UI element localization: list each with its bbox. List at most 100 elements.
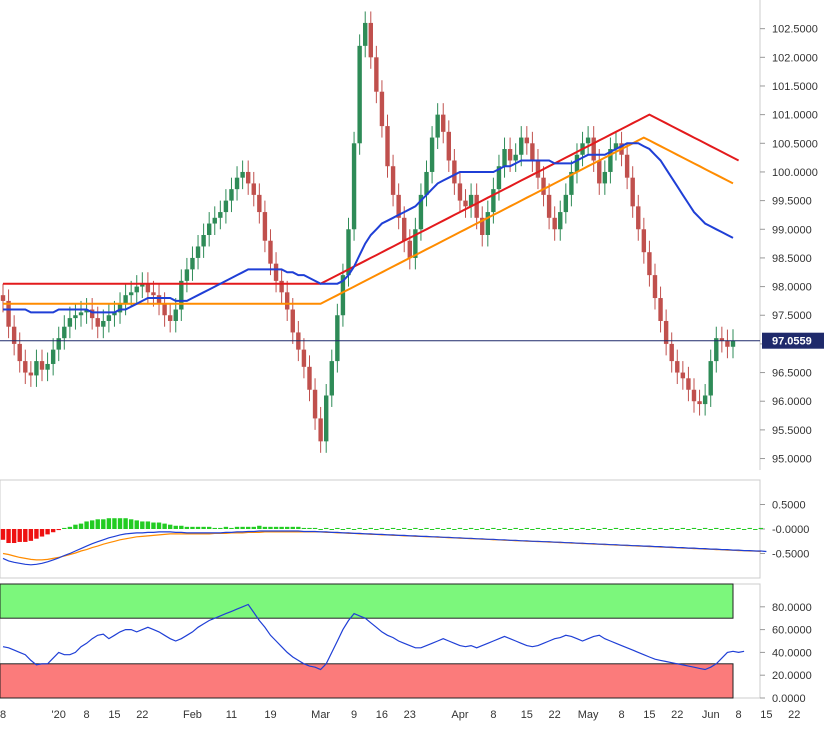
macd-histogram-bar [184, 526, 190, 529]
macd-histogram-bar [173, 525, 178, 529]
candle-body [357, 45, 362, 144]
candle-body [702, 395, 708, 405]
macd-histogram-bar [290, 526, 295, 529]
macd-histogram-bar [251, 526, 256, 529]
candle-body [480, 217, 485, 235]
candle-body [563, 194, 569, 213]
candle-body [128, 292, 134, 296]
candle-body [390, 166, 396, 195]
candle-body [725, 341, 730, 347]
macd-histogram-bar [279, 526, 284, 529]
price-tick-label: 102.0000 [772, 52, 818, 64]
candle-body [558, 212, 563, 230]
candle-body [156, 295, 162, 304]
candle-body [95, 318, 100, 327]
candle-body [50, 349, 56, 364]
macd-histogram-bar [496, 529, 502, 530]
macd-histogram-bar [435, 527, 440, 529]
macd-histogram-bar [569, 527, 574, 529]
macd-histogram-bar [491, 527, 496, 529]
macd-histogram-bar [134, 520, 139, 529]
macd-histogram-bar [680, 527, 686, 529]
candle-body [686, 378, 691, 390]
candle-body [608, 149, 613, 172]
macd-histogram-bar [636, 527, 641, 529]
x-tick-label: 15 [521, 709, 533, 721]
candle-body [268, 240, 273, 264]
macd-histogram-bar [485, 529, 491, 530]
candle-body [307, 366, 312, 390]
candle-body [179, 280, 184, 310]
macd-histogram-bar [686, 529, 691, 530]
x-tick-label: Mar [311, 709, 330, 721]
macd-histogram-bar [62, 527, 67, 529]
candle-body [240, 171, 245, 178]
macd-histogram-bar [363, 529, 368, 530]
macd-histogram-bar [753, 529, 758, 530]
candle-body [134, 286, 139, 293]
macd-histogram-bar [747, 527, 752, 529]
macd-histogram-bar [156, 522, 162, 529]
macd-histogram-bar [335, 527, 340, 529]
macd-histogram-bar [318, 529, 323, 530]
macd-histogram-bar [736, 527, 741, 529]
candle-body [513, 154, 518, 161]
candle-body [524, 137, 530, 144]
x-tick-label: 15 [643, 709, 655, 721]
macd-histogram-bar [240, 526, 245, 529]
macd-histogram-bar [396, 529, 401, 530]
x-tick-label: 16 [376, 709, 388, 721]
candle-body [162, 303, 167, 316]
macd-histogram-bar [151, 522, 156, 529]
macd-histogram-bar [195, 526, 201, 529]
macd-histogram-bar [390, 527, 396, 529]
candle-body [73, 315, 78, 319]
candle-body [312, 389, 318, 419]
candle-body [318, 418, 323, 442]
macd-histogram-bar [268, 526, 273, 529]
macd-histogram-bar [106, 518, 112, 529]
x-tick-label: 15 [760, 709, 772, 721]
macd-histogram-bar [201, 526, 206, 529]
macd-histogram-bar [446, 527, 452, 529]
candle-body [284, 292, 290, 310]
candle-body [251, 183, 256, 195]
price-tick-label: 100.5000 [772, 138, 818, 150]
candle-body [212, 217, 217, 224]
macd-histogram-bar [385, 529, 390, 530]
macd-histogram-bar [741, 529, 747, 530]
candle-body [474, 194, 479, 218]
macd-histogram-bar [23, 529, 28, 542]
macd-histogram-bar [474, 529, 479, 530]
macd-histogram-bar [463, 529, 468, 530]
macd-histogram-bar [167, 524, 173, 529]
candle-body [502, 149, 507, 167]
candle-body [89, 309, 95, 319]
macd-histogram-bar [11, 529, 17, 544]
x-tick-label: Apr [451, 709, 468, 721]
x-tick-label: 15 [108, 709, 120, 721]
candle-body [569, 171, 574, 195]
macd-histogram-bar [585, 529, 591, 530]
macd-histogram-bar [123, 518, 128, 529]
candle-body [519, 137, 524, 155]
candle-body [123, 295, 128, 304]
price-panel: 95.000095.500096.000096.500097.000097.50… [0, 0, 825, 470]
x-tick-label: '20 [52, 709, 66, 721]
macd-histogram-bar [424, 527, 429, 529]
candle-body [535, 160, 541, 178]
candle-body [190, 257, 195, 270]
x-tick-label: 8 [490, 709, 496, 721]
macd-histogram-bar [608, 529, 613, 530]
macd-histogram-bar [34, 529, 39, 539]
macd-histogram-bar [284, 526, 290, 529]
candle-body [418, 194, 424, 230]
macd-histogram-bar [301, 527, 307, 529]
sma-red-line [3, 113, 740, 285]
candle-body [697, 401, 702, 405]
candle-body [56, 338, 61, 350]
last-price-badge [762, 332, 824, 349]
price-tick-label: 98.0000 [772, 282, 812, 294]
macd-histogram-bar [730, 529, 736, 530]
